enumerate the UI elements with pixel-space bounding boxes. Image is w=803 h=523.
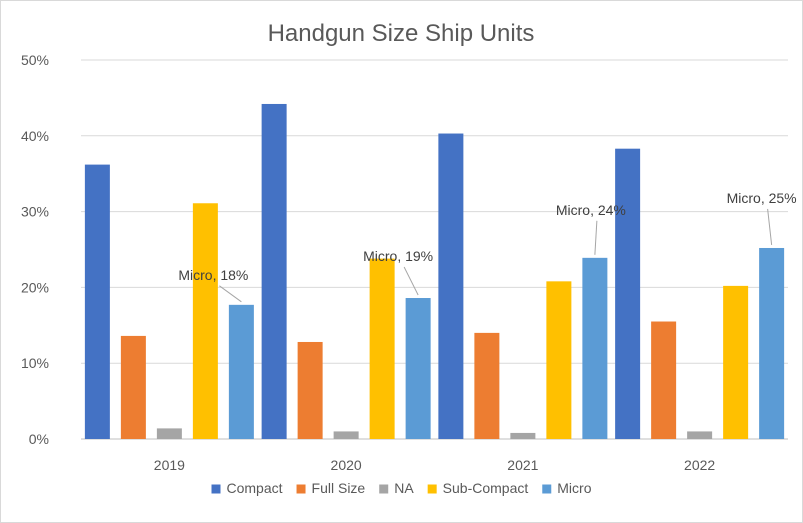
- x-tick-label: 2021: [507, 457, 538, 473]
- data-label-leader-line: [767, 208, 773, 246]
- legend-item-na: NA: [379, 480, 414, 496]
- y-axis-ticks: 0% 10% 20% 30% 40% 50%: [21, 52, 49, 447]
- bars: [84, 103, 785, 440]
- bar-sub-compact-2019: [192, 203, 218, 439]
- legend-label: Full Size: [312, 480, 366, 496]
- chart-title: Handgun Size Ship Units: [268, 20, 535, 47]
- bar-micro-2022: [759, 247, 785, 439]
- x-axis-ticks: 2019 2020 2021 2022: [154, 457, 716, 473]
- bar-full-size-2021: [474, 332, 500, 439]
- bar-compact-2022: [615, 148, 641, 439]
- bar-na-2020: [333, 431, 359, 439]
- bar-compact-2021: [438, 133, 464, 439]
- bar-compact-2020: [261, 103, 287, 440]
- data-label: Micro, 25%: [727, 190, 797, 206]
- y-tick-label: 40%: [21, 128, 49, 144]
- y-tick-label: 20%: [21, 279, 49, 295]
- bar-micro-2019: [228, 304, 254, 439]
- y-tick-label: 30%: [21, 204, 49, 220]
- gridlines: [81, 59, 788, 440]
- data-label: Micro, 19%: [363, 248, 433, 264]
- data-label: Micro, 24%: [556, 202, 626, 218]
- legend-item-compact: Compact: [211, 480, 283, 496]
- data-label-leader-line: [403, 266, 419, 296]
- legend-item-sub-compact: Sub-Compact: [427, 480, 529, 496]
- data-label-leader-line: [219, 285, 242, 303]
- data-label-leader-line: [594, 220, 598, 255]
- bar-sub-compact-2021: [546, 281, 572, 439]
- legend-swatch: [211, 484, 221, 494]
- legend-label: Micro: [557, 480, 591, 496]
- x-tick-label: 2022: [684, 457, 715, 473]
- bar-compact-2019: [84, 164, 110, 439]
- bar-full-size-2020: [297, 341, 323, 439]
- legend-item-full-size: Full Size: [296, 480, 366, 496]
- bar-micro-2021: [582, 257, 608, 439]
- legend-swatch: [296, 484, 306, 494]
- legend-label: NA: [394, 480, 414, 496]
- y-tick-label: 10%: [21, 355, 49, 371]
- y-tick-label: 50%: [21, 52, 49, 68]
- bar-sub-compact-2020: [369, 258, 395, 439]
- legend-swatch: [542, 484, 552, 494]
- y-tick-label: 0%: [29, 431, 49, 447]
- x-tick-label: 2019: [154, 457, 185, 473]
- legend: Compact Full Size NA Sub-Compact Micro: [211, 480, 592, 496]
- legend-label: Compact: [227, 480, 283, 496]
- bar-full-size-2019: [120, 335, 146, 439]
- legend-item-micro: Micro: [542, 480, 592, 496]
- x-tick-label: 2020: [331, 457, 362, 473]
- bar-sub-compact-2022: [723, 285, 749, 439]
- bar-na-2022: [687, 431, 713, 439]
- bar-full-size-2022: [651, 321, 677, 439]
- legend-swatch: [427, 484, 437, 494]
- bar-micro-2020: [405, 298, 431, 439]
- legend-label: Sub-Compact: [443, 480, 529, 496]
- data-label: Micro, 18%: [178, 267, 248, 283]
- data-labels: Micro, 18% Micro, 19% Micro, 24% Micro, 25%: [178, 190, 797, 303]
- bar-na-2019: [156, 428, 182, 439]
- bar-na-2021: [510, 432, 536, 439]
- legend-swatch: [379, 484, 389, 494]
